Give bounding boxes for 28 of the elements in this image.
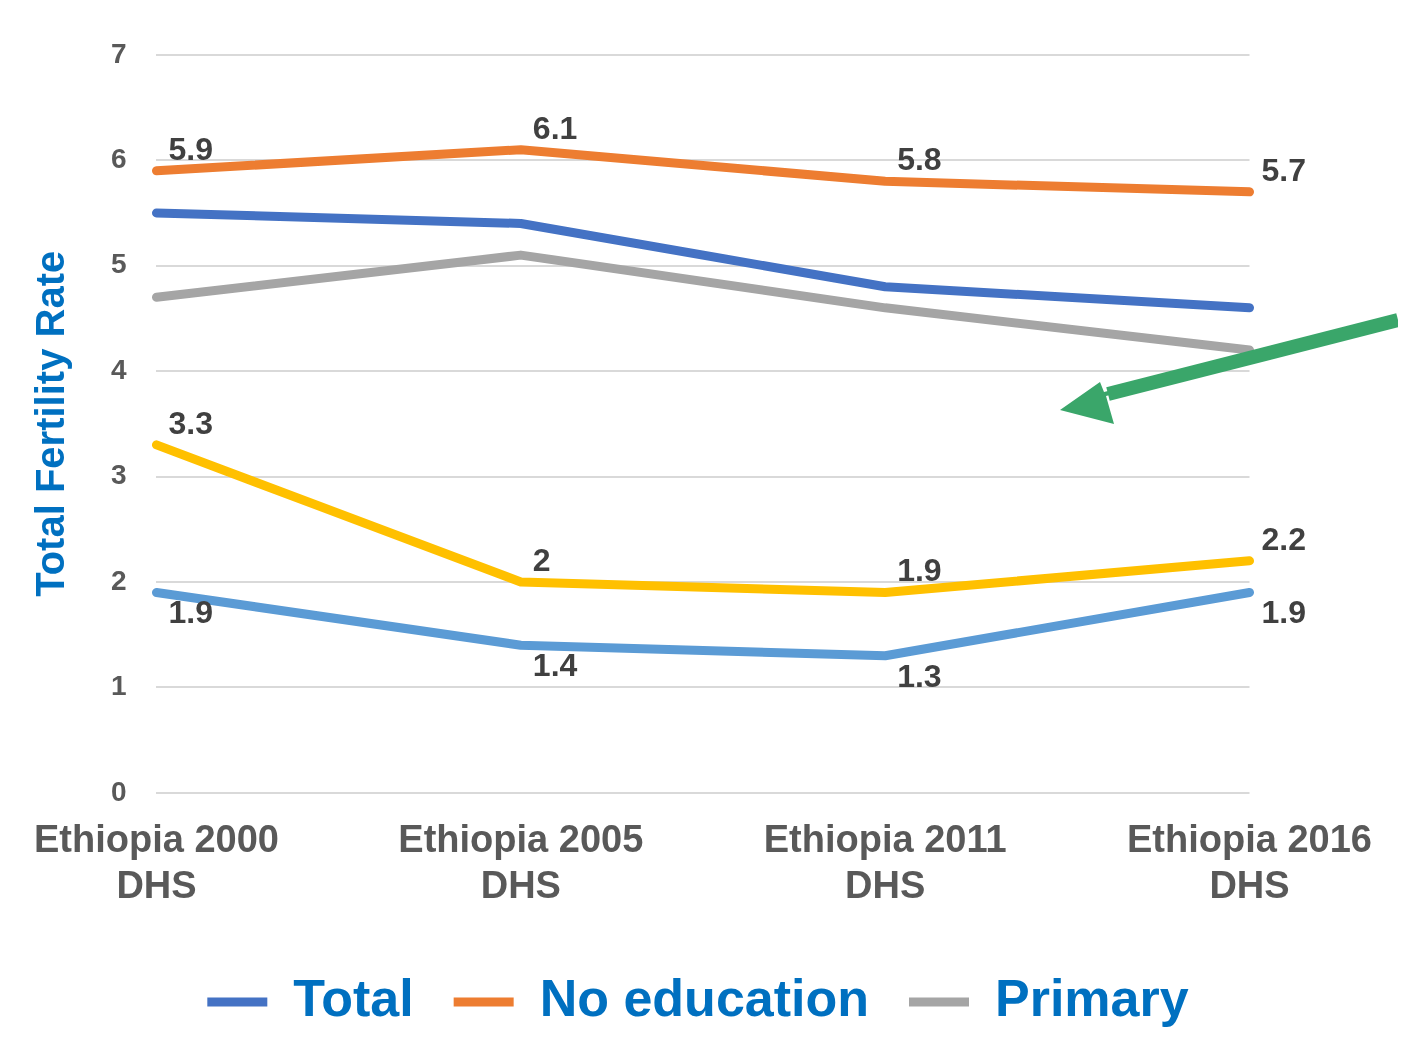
y-tick-label: 5 [110,248,127,280]
y-axis-title: Total Fertility Rate [27,250,72,597]
data-label: 3.3 [168,404,213,441]
data-label: 5.7 [1261,151,1306,188]
data-label: 2 [532,541,551,578]
legend-label: Total [293,969,414,1028]
x-tick-label: Ethiopia 2011 DHS [763,818,1007,906]
data-label: 6.1 [532,109,578,146]
data-label: 1.4 [532,647,578,684]
y-tick-label: 7 [110,37,127,69]
legend-label: No education [539,969,870,1028]
data-label: 1.9 [168,594,213,631]
y-tick-label: 6 [110,142,127,174]
legend-label: Primary [995,969,1189,1028]
data-label: 5.9 [168,130,213,167]
data-label: 5.8 [897,141,942,178]
x-tick-label: Ethiopia 2000 DHS [34,818,279,906]
data-label: 2.2 [1261,520,1306,557]
data-label: 1.9 [897,552,942,589]
y-tick-label: 0 [110,775,127,807]
y-tick-label: 1 [110,670,127,702]
data-label: 1.9 [1261,594,1306,631]
x-tick-label: Ethiopia 2005 DHS [398,818,644,906]
y-tick-label: 4 [110,353,127,385]
y-tick-label: 3 [110,459,127,491]
data-label: 1.3 [897,657,942,694]
y-tick-label: 2 [110,564,127,596]
x-tick-label: Ethiopia 2016 DHS [1127,818,1372,906]
